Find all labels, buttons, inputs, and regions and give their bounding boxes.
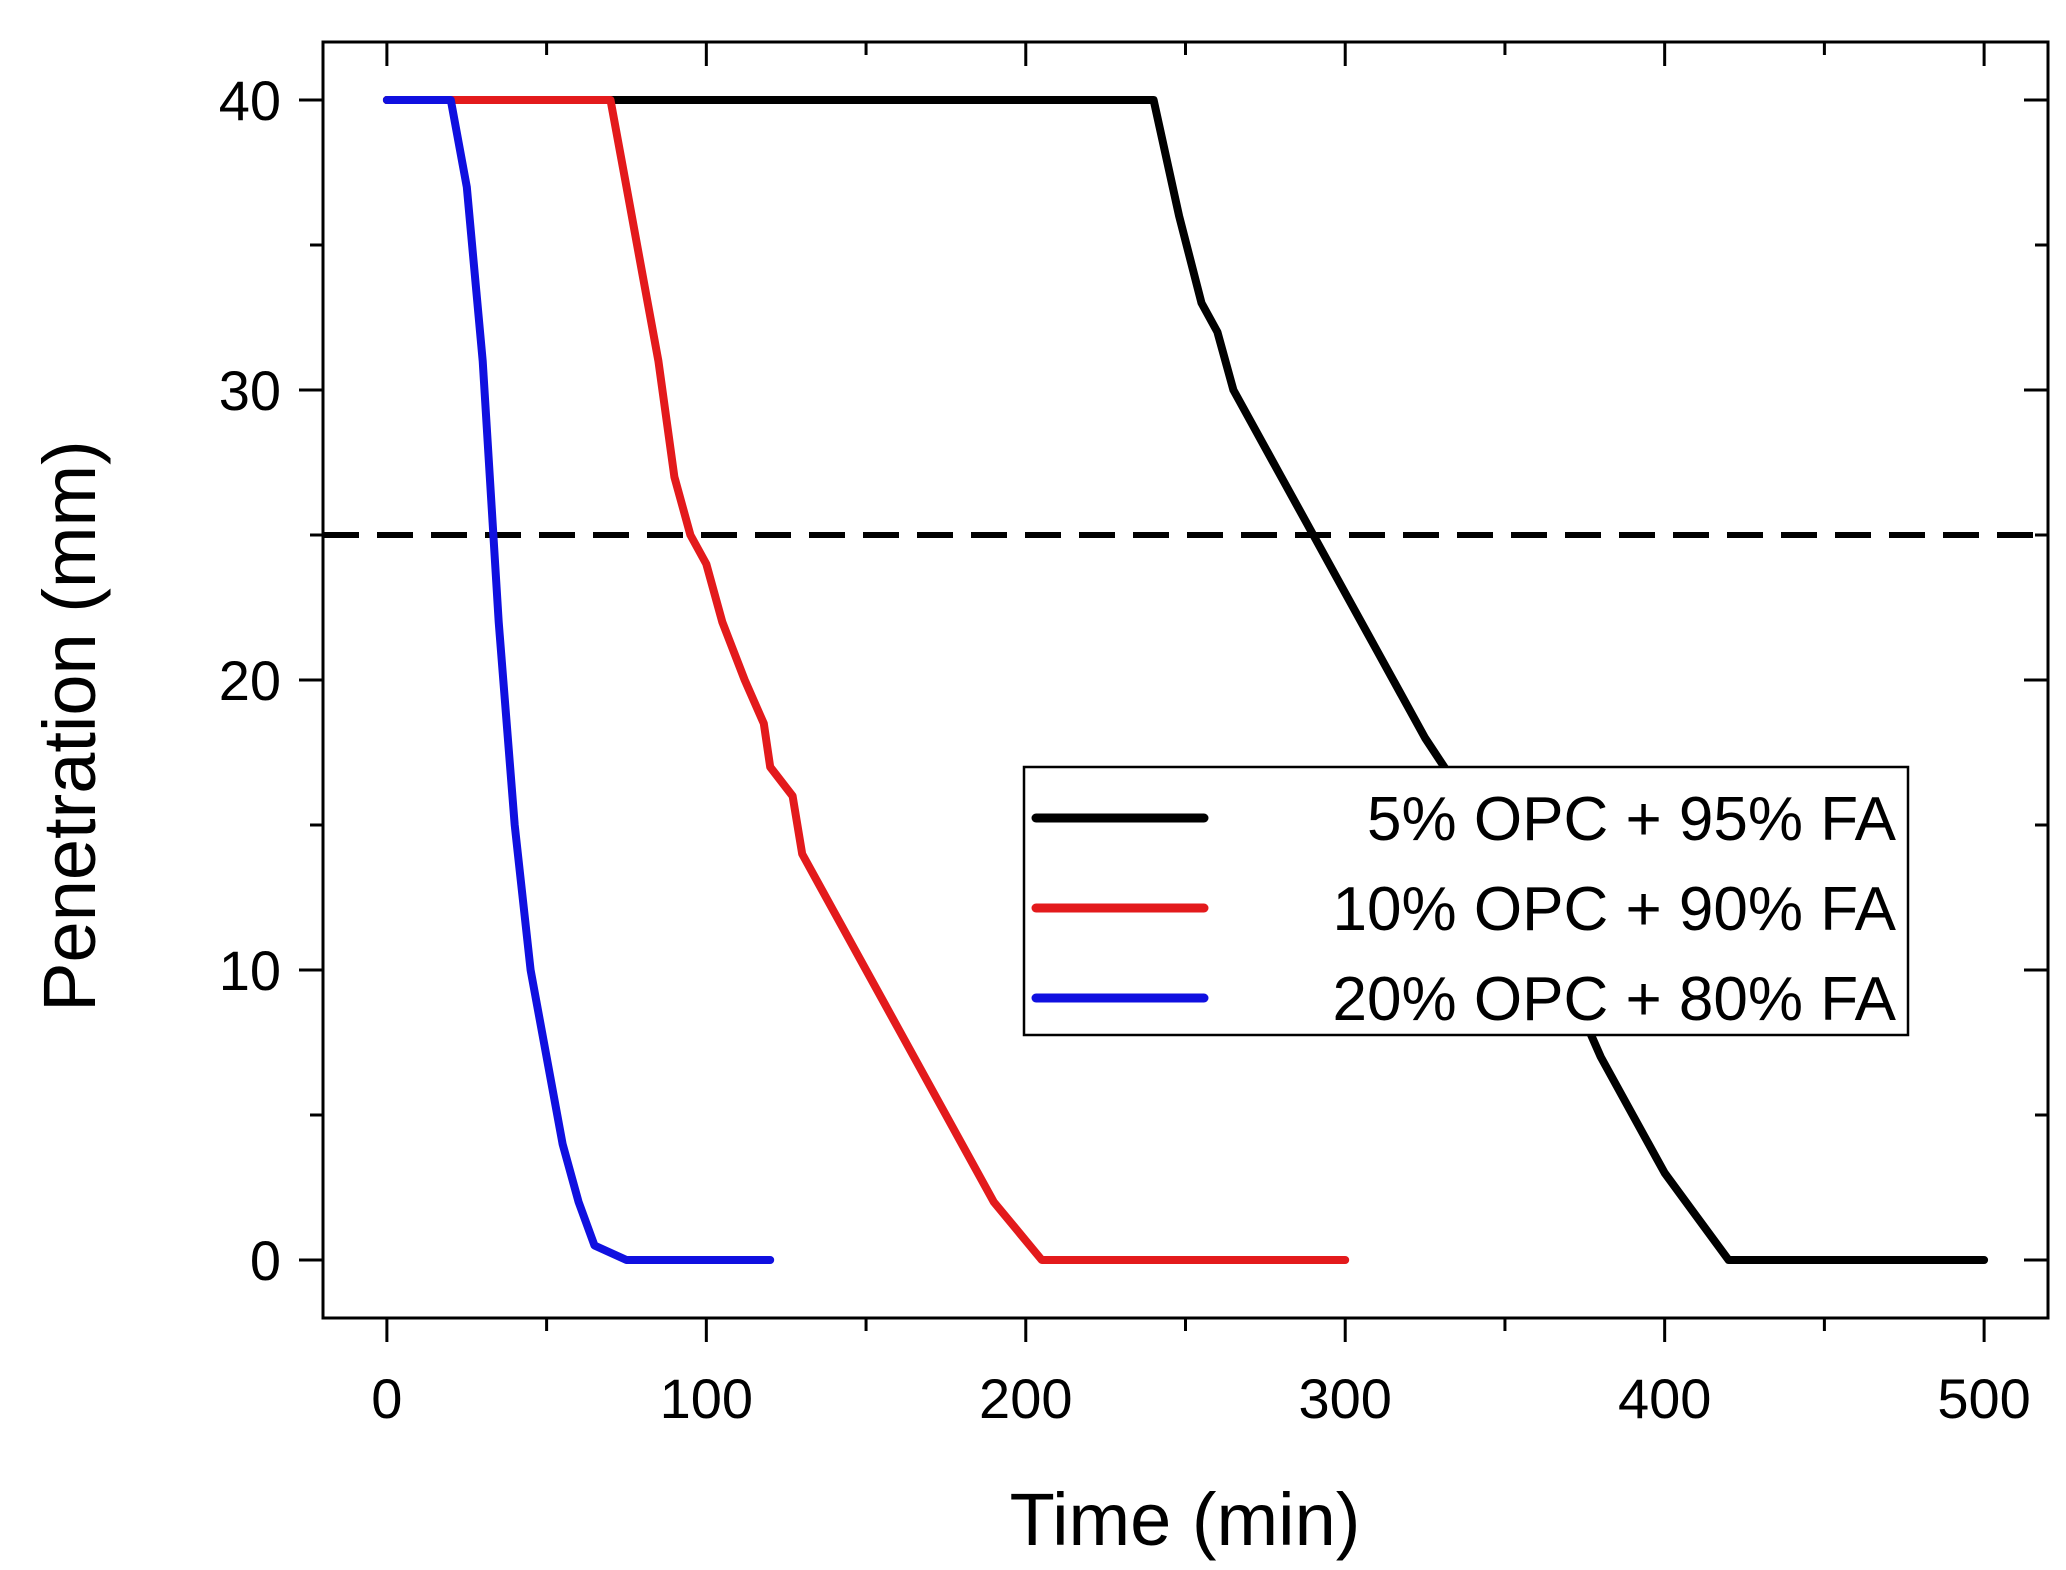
x-tick-label: 400 (1618, 1367, 1711, 1430)
x-tick-label: 0 (371, 1367, 402, 1430)
x-tick-label: 200 (979, 1367, 1072, 1430)
y-tick-label: 0 (250, 1229, 281, 1292)
series-line-1 (382, 96, 1989, 1264)
legend-label-1: 5% OPC + 95% FA (1367, 785, 1897, 854)
y-tick-label: 20 (219, 649, 281, 712)
y-axis-title: Penetration (mm) (28, 440, 111, 1012)
series-line-2 (382, 96, 1350, 1264)
x-tick-label: 100 (660, 1367, 753, 1430)
x-axis-title: Time (min) (1010, 1478, 1361, 1561)
legend-label-3: 20% OPC + 80% FA (1333, 965, 1897, 1034)
legend-label-2: 10% OPC + 90% FA (1333, 875, 1897, 944)
y-tick-label: 40 (219, 69, 281, 132)
legend: 5% OPC + 95% FA 10% OPC + 90% FA 20% OPC +… (1022, 765, 1910, 1037)
x-tick-label: 300 (1299, 1367, 1392, 1430)
series-line-3 (382, 96, 775, 1264)
x-tick-label: 500 (1937, 1367, 2030, 1430)
y-tick-label: 30 (219, 359, 281, 422)
legend-box (1022, 765, 1910, 1037)
series-group (382, 96, 1989, 1264)
tick-group: 0 100 200 300 400 500 0 10 20 30 40 (219, 42, 2048, 1430)
y-tick-label: 10 (219, 939, 281, 1002)
